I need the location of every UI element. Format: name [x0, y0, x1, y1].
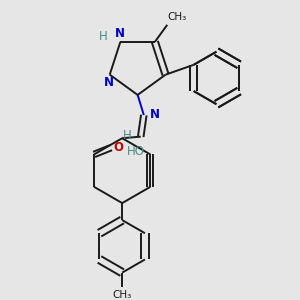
Text: O: O	[114, 140, 124, 154]
Text: HO: HO	[127, 146, 145, 158]
Text: N: N	[149, 108, 159, 121]
Text: H: H	[123, 129, 132, 142]
Text: H: H	[99, 30, 108, 43]
Text: CH₃: CH₃	[168, 12, 187, 22]
Text: N: N	[115, 27, 124, 40]
Text: CH₃: CH₃	[112, 290, 132, 300]
Text: N: N	[104, 76, 114, 88]
